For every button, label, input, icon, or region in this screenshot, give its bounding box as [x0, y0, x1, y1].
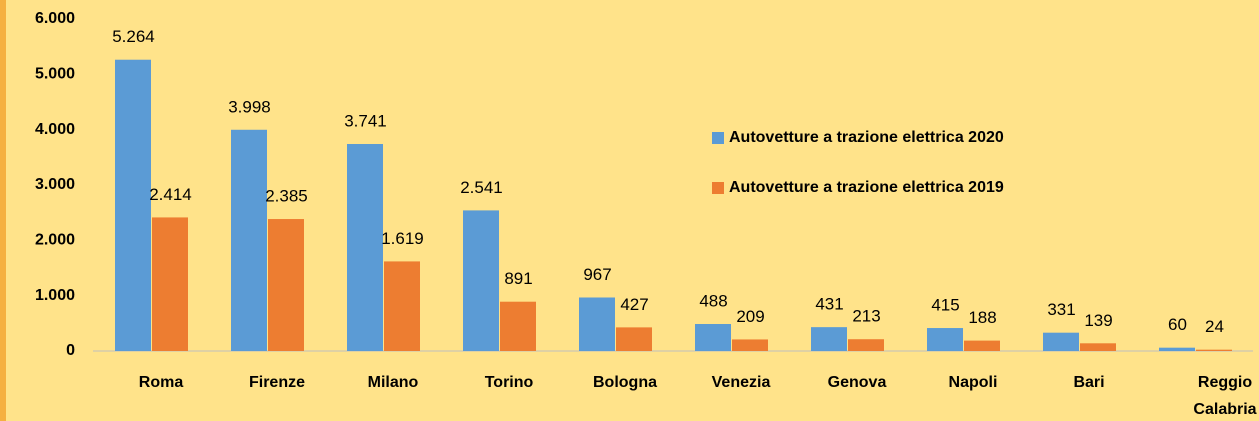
legend-swatch	[712, 182, 724, 194]
legend-label: Autovetture a trazione elettrica 2019	[729, 179, 1004, 196]
bar	[1196, 349, 1232, 351]
x-tick-label: Roma	[139, 374, 184, 391]
bar	[732, 339, 768, 351]
data-label: 3.998	[228, 97, 271, 116]
y-tick-label: 2.000	[35, 232, 75, 249]
x-tick-label: Napoli	[949, 374, 998, 391]
data-label: 139	[1084, 311, 1112, 330]
x-tick-label: Reggio Calabria	[1193, 374, 1256, 418]
x-tick-label: Genova	[828, 374, 887, 391]
data-label: 415	[931, 296, 959, 315]
data-label: 427	[620, 295, 648, 314]
data-label: 967	[583, 265, 611, 284]
x-tick-label: Bologna	[593, 374, 657, 391]
bar	[811, 327, 847, 351]
x-tick-label: Venezia	[712, 374, 771, 391]
bar	[500, 301, 536, 351]
data-label: 2.385	[265, 187, 308, 206]
data-label: 24	[1205, 317, 1224, 336]
bar	[463, 210, 499, 351]
bar	[1043, 332, 1079, 351]
legend-swatch	[712, 132, 724, 144]
y-tick-label: 6.000	[35, 10, 75, 27]
data-label: 213	[852, 307, 880, 326]
data-label: 1.619	[381, 229, 424, 248]
bar	[347, 143, 383, 351]
data-label: 60	[1168, 315, 1187, 334]
y-tick-label: 5.000	[35, 66, 75, 83]
x-tick-label: Torino	[485, 374, 534, 391]
x-tick-label: Bari	[1073, 374, 1104, 391]
bar	[115, 59, 151, 351]
x-tick-label: Firenze	[249, 374, 305, 391]
data-label: 488	[699, 291, 727, 310]
bar	[1080, 343, 1116, 351]
data-label: 5.264	[112, 27, 155, 46]
y-tick-label: 4.000	[35, 121, 75, 138]
bar	[579, 297, 615, 351]
x-tick-label: Milano	[368, 374, 419, 391]
y-tick-label: 1.000	[35, 287, 75, 304]
data-label: 891	[504, 269, 532, 288]
data-label: 3.741	[344, 111, 387, 130]
y-tick-label: 0	[66, 342, 75, 359]
bar	[964, 340, 1000, 351]
left-border	[0, 0, 6, 421]
bar	[231, 129, 267, 351]
data-label: 2.414	[149, 185, 192, 204]
bar	[927, 328, 963, 351]
bar	[152, 217, 188, 351]
bar	[848, 339, 884, 351]
data-label: 431	[815, 295, 843, 314]
data-label: 188	[968, 308, 996, 327]
data-label: 331	[1047, 300, 1075, 319]
bar	[695, 323, 731, 351]
bar	[616, 327, 652, 351]
bar	[268, 219, 304, 351]
legend-label: Autovetture a trazione elettrica 2020	[729, 129, 1004, 146]
y-tick-label: 3.000	[35, 176, 75, 193]
data-label: 2.541	[460, 178, 503, 197]
data-label: 209	[736, 307, 764, 326]
bar	[1159, 347, 1195, 351]
bar	[384, 261, 420, 351]
